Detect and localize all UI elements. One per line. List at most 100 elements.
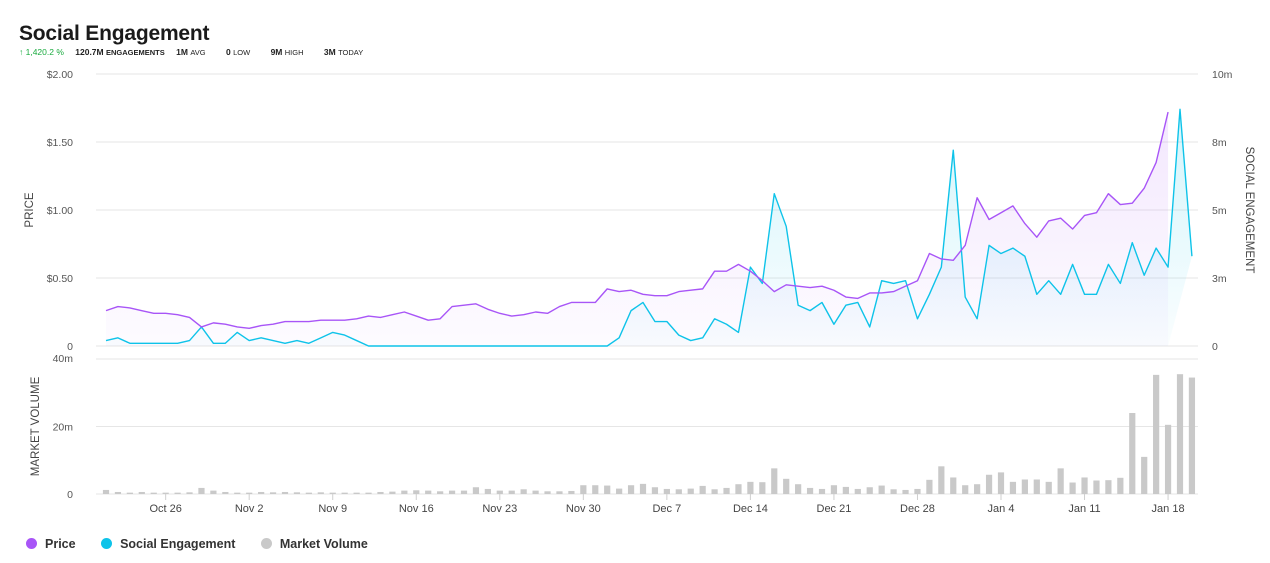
social-engagement-point bbox=[211, 341, 215, 345]
price-point bbox=[211, 321, 215, 325]
price-point bbox=[128, 306, 132, 310]
price-point bbox=[223, 322, 227, 326]
price-point bbox=[140, 309, 144, 313]
xtick-label: Dec 21 bbox=[817, 503, 852, 515]
stat-today: 3M TODAY bbox=[323, 47, 364, 57]
volume-bar bbox=[651, 487, 659, 494]
price-point bbox=[772, 290, 776, 294]
price-point bbox=[319, 318, 323, 322]
ytick-label-price: $1.00 bbox=[47, 205, 73, 217]
volume-bar bbox=[806, 487, 814, 494]
volume-bar bbox=[711, 489, 718, 494]
social-engagement-point bbox=[462, 344, 466, 348]
volume-bar bbox=[126, 492, 133, 494]
volume-bar bbox=[699, 485, 706, 494]
price-point bbox=[1047, 219, 1051, 223]
volume-bar bbox=[544, 491, 551, 494]
social-engagement-point bbox=[414, 344, 418, 348]
stat-engagements: 120.7M ENGAGEMENTS bbox=[75, 47, 165, 57]
social-engagement-point bbox=[939, 265, 943, 269]
price-point bbox=[486, 307, 490, 311]
volume-bar bbox=[258, 491, 265, 494]
social-engagement-point bbox=[904, 279, 908, 283]
volume-bar bbox=[317, 492, 324, 494]
xtick-label: Jan 18 bbox=[1152, 503, 1185, 515]
social-engagement-point bbox=[176, 341, 180, 345]
volume-bar bbox=[138, 491, 145, 494]
social-engagement-point bbox=[247, 339, 251, 343]
social-engagement-point bbox=[1130, 241, 1134, 245]
volume-bar bbox=[496, 490, 503, 494]
y-axis-title-social: SOCIAL ENGAGEMENT bbox=[1243, 147, 1255, 274]
volume-bar bbox=[1164, 424, 1172, 494]
price-point bbox=[796, 284, 800, 288]
price-point bbox=[808, 286, 812, 290]
social-engagement-point bbox=[1190, 254, 1194, 258]
price-area bbox=[106, 112, 1169, 346]
volume-bar bbox=[102, 489, 110, 494]
volume-bar bbox=[186, 492, 193, 494]
xtick-label: Oct 26 bbox=[149, 503, 181, 515]
volume-bar bbox=[1129, 413, 1136, 494]
legend-dot-price bbox=[26, 538, 37, 549]
price-point bbox=[438, 317, 442, 321]
price-point bbox=[1118, 203, 1122, 207]
stat-avg: 1M AVG bbox=[176, 47, 206, 57]
price-point bbox=[820, 284, 824, 288]
price-point bbox=[1094, 211, 1098, 215]
price-point bbox=[402, 310, 406, 314]
volume-bar bbox=[974, 484, 981, 494]
volume-bar bbox=[985, 474, 993, 494]
volume-bar bbox=[222, 491, 229, 494]
legend-item-social-engagement[interactable]: Social Engagement bbox=[101, 537, 235, 551]
price-point bbox=[116, 305, 120, 309]
social-engagement-point bbox=[832, 322, 836, 326]
legend-item-market-volume[interactable]: Market Volume bbox=[260, 537, 368, 551]
legend-item-price[interactable]: Price bbox=[26, 537, 76, 551]
engagement-chart[interactable]: 0 $0.50 $1.00 $1.50 $2.00 0 3m 5m 8m 10m 0 20m 40m Oc… bbox=[0, 0, 1270, 530]
price-point bbox=[1011, 204, 1015, 208]
volume-bar bbox=[210, 490, 217, 494]
stat-low: 0 LOW bbox=[226, 47, 251, 57]
volume-bar bbox=[830, 485, 838, 494]
price-point bbox=[557, 305, 561, 309]
price-point bbox=[844, 295, 848, 299]
social-engagement-point bbox=[1106, 262, 1110, 266]
price-point bbox=[355, 317, 359, 321]
volume-bar bbox=[413, 490, 420, 494]
volume-bar bbox=[484, 488, 491, 494]
volume-bar bbox=[1021, 479, 1028, 494]
volume-bar bbox=[532, 490, 539, 494]
volume-bar bbox=[1188, 377, 1196, 494]
volume-bar bbox=[997, 472, 1005, 494]
volume-bar bbox=[329, 492, 336, 494]
legend-dot-market-volume bbox=[260, 538, 272, 549]
volume-bar bbox=[592, 485, 599, 494]
social-engagement-point bbox=[1035, 292, 1039, 296]
social-engagement-point bbox=[486, 344, 490, 348]
price-point bbox=[748, 269, 752, 273]
chart-legend: Price Social Engagement Market Volume bbox=[26, 537, 390, 551]
social-engagement-point bbox=[116, 336, 120, 340]
ytick-label-price: $0.50 bbox=[47, 273, 73, 285]
price-point bbox=[1130, 201, 1134, 205]
price-point bbox=[307, 320, 311, 324]
price-point bbox=[880, 291, 884, 295]
social-engagement-point bbox=[128, 341, 132, 345]
social-engagement-point bbox=[259, 336, 263, 340]
price-point bbox=[152, 311, 156, 315]
volume-bar bbox=[556, 491, 563, 494]
social-engagement-point bbox=[152, 341, 156, 345]
xtick-label: Nov 16 bbox=[399, 503, 434, 515]
price-point bbox=[462, 303, 466, 307]
xtick-label: Nov 30 bbox=[566, 503, 601, 515]
social-engagement-point bbox=[1142, 273, 1146, 277]
social-engagement-point bbox=[307, 341, 311, 345]
volume-bar bbox=[1153, 374, 1160, 494]
social-engagement-point bbox=[880, 279, 884, 283]
price-point bbox=[510, 314, 514, 318]
price-point bbox=[569, 300, 573, 304]
volume-bar bbox=[114, 491, 122, 494]
price-point bbox=[963, 243, 967, 247]
y-axis-title-volume: MARKET VOLUME bbox=[30, 376, 42, 476]
